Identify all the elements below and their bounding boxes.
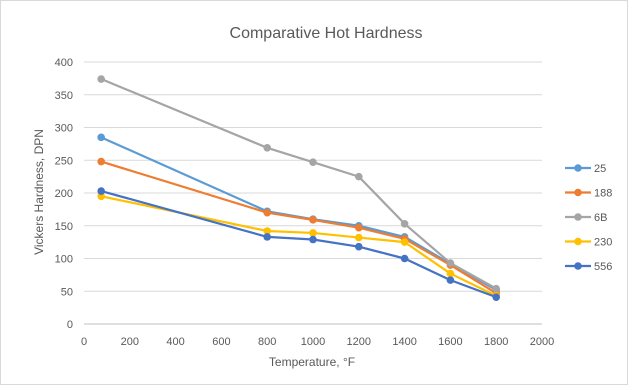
data-point [400,238,409,246]
chart-title: Comparative Hot Hardness [230,25,423,42]
data-point [309,216,317,224]
data-point [263,144,272,152]
y-axis-ticks: 0 50 100 150 200 250 300 350 400 [55,57,73,331]
x-tick-label: 1200 [347,336,371,348]
legend-marker [574,213,582,221]
x-axis-ticks: 0 200 400 600 800 1000 1200 1400 1600 1800 2000 [81,336,554,348]
data-point [446,269,455,278]
data-point [263,227,272,235]
y-tick-label: 350 [55,90,73,102]
legend-item: 25 [565,163,606,175]
data-point [355,223,363,232]
series-556 [97,187,501,301]
data-point [97,192,105,201]
x-tick-label: 200 [121,336,139,348]
y-tick-label: 400 [55,57,73,69]
y-tick-label: 50 [61,286,73,298]
series-6B [97,75,501,293]
legend: 25 188 6B 230 556 [565,163,612,273]
data-point [355,233,363,242]
data-point [263,233,272,241]
x-tick-label: 1000 [301,336,325,348]
x-tick-label: 800 [258,336,276,348]
legend-label: 556 [594,261,612,273]
x-tick-label: 1600 [438,336,462,348]
legend-label: 188 [594,188,612,200]
x-tick-label: 1800 [484,336,508,348]
legend-item: 6B [565,212,607,224]
data-point [400,219,409,228]
data-point [97,187,105,195]
data-point [309,158,317,167]
y-tick-label: 250 [55,155,73,167]
legend-label: 230 [594,237,612,249]
data-point [446,276,455,284]
legend-marker [574,164,582,172]
y-axis-label: Vickers Hardness, DPN [32,129,46,255]
data-point [492,293,501,301]
legend-marker [574,237,582,246]
legend-item: 188 [565,188,612,200]
series-line [100,195,497,297]
data-point [263,208,272,217]
data-point [446,259,455,267]
legend-label: 6B [594,212,607,224]
y-tick-label: 0 [67,319,73,331]
data-point [400,254,409,263]
data-point [355,172,363,181]
data-point [97,133,105,142]
legend-marker [574,188,582,197]
x-tick-label: 400 [166,336,184,348]
y-tick-label: 100 [55,254,73,266]
x-tick-label: 600 [212,336,230,348]
x-tick-label: 2000 [530,336,554,348]
data-point [309,235,317,244]
data-point [97,157,105,166]
series-line [100,189,497,299]
data-point [492,284,501,293]
y-tick-label: 200 [55,188,73,200]
x-tick-label: 0 [81,336,87,348]
legend-item: 556 [565,261,612,273]
series-230 [97,192,501,300]
y-tick-label: 150 [55,221,73,233]
legend-marker [574,262,582,270]
x-tick-label: 1400 [392,336,416,348]
data-point [355,242,363,251]
y-tick-label: 300 [55,123,73,135]
data-point [97,75,105,83]
legend-item: 230 [565,237,612,249]
data-point [309,229,317,237]
legend-label: 25 [594,163,606,175]
x-axis-label: Temperature, °F [269,355,355,369]
series-group [97,75,501,301]
